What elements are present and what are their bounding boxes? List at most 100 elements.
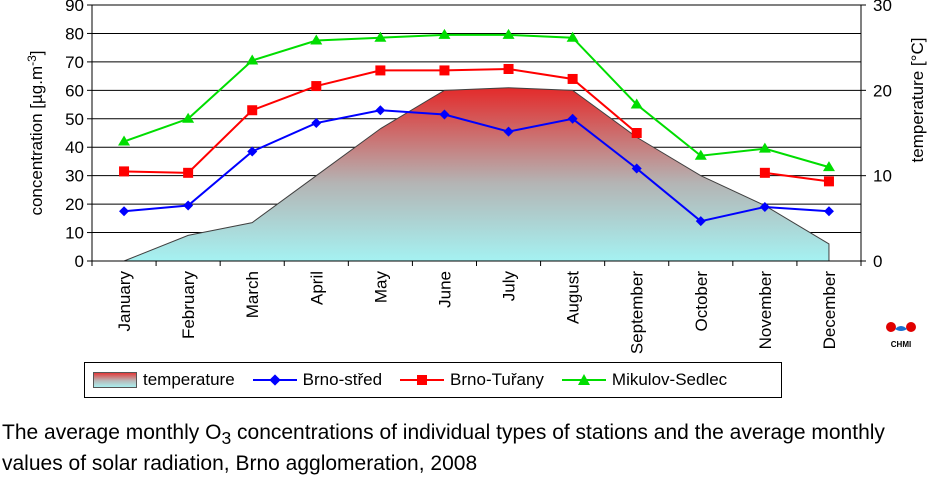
legend-item-temperature: temperature — [93, 370, 235, 390]
series-layer — [118, 28, 835, 227]
data-point — [247, 105, 258, 116]
data-point — [630, 98, 643, 109]
data-point — [439, 109, 450, 120]
legend-label-brno-stred: Brno-střed — [302, 370, 383, 389]
data-point — [567, 73, 578, 84]
data-point — [439, 65, 450, 76]
data-point — [694, 149, 707, 160]
data-point — [118, 135, 131, 146]
data-point — [503, 64, 514, 74]
x-tick-label: December — [820, 271, 839, 350]
data-point — [758, 142, 771, 153]
legend-label-brno-turany: Brno-Tuřany — [450, 370, 544, 389]
series-brno-tu-any — [119, 64, 834, 187]
legend-line-mikulov-sedlec — [561, 373, 606, 387]
x-tick-label: July — [500, 271, 519, 302]
data-point — [695, 216, 706, 227]
series-line — [123, 33, 830, 169]
data-point — [310, 34, 323, 45]
series-line — [123, 109, 830, 223]
data-point — [759, 167, 770, 178]
temperature-area-layer — [123, 87, 830, 262]
y-right-tick-label: 30 — [873, 0, 892, 15]
chmi-logo: CHMI — [886, 322, 916, 349]
series-brno-st-ed — [119, 105, 834, 227]
caption-text-post: concentrations of individual types of st… — [2, 421, 885, 476]
legend-item-brno-stred: Brno-střed — [252, 370, 383, 390]
y-right-tick-label: 20 — [873, 81, 892, 100]
y-left-tick-label: 10 — [65, 224, 84, 243]
y-left-tick-label: 50 — [65, 110, 84, 129]
x-tick-label: January — [115, 271, 134, 332]
data-point — [246, 54, 259, 65]
x-tick-label: May — [371, 271, 390, 304]
plot-frame — [87, 4, 866, 266]
x-tick-label: November — [756, 271, 775, 350]
y-left-tick-label: 60 — [65, 81, 84, 100]
logo-dot-left — [886, 322, 896, 332]
data-point — [247, 146, 258, 157]
x-tick-label: September — [628, 271, 647, 354]
logo-dot-right — [906, 322, 916, 332]
y-axis-right-title: temperature [°C] — [908, 38, 927, 163]
y-right-tick-label: 10 — [873, 167, 892, 186]
x-tick-label: June — [435, 271, 454, 308]
chart: 0 10 20 30 40 50 60 70 80 90 0 10 20 30 January Februar… — [25, 0, 927, 354]
x-tick-label: October — [692, 271, 711, 332]
data-point — [119, 206, 130, 217]
data-point — [183, 167, 194, 178]
data-point — [822, 161, 835, 172]
legend-label-temperature: temperature — [143, 370, 235, 389]
x-tick-label: August — [564, 271, 583, 324]
data-point — [311, 118, 322, 129]
figure-caption: The average monthly O3 concentrations of… — [2, 420, 947, 476]
y-axis-left-title-sup: -3 — [25, 55, 39, 66]
x-tick-label: February — [179, 271, 198, 340]
y-axis-left-title: concentration [µg.m-3] — [25, 50, 46, 215]
triangle-marker-icon — [577, 374, 590, 385]
data-point — [438, 28, 451, 39]
x-tick-label: March — [243, 271, 262, 318]
square-marker-icon — [417, 375, 428, 385]
data-point — [566, 31, 579, 42]
temperature-area — [123, 87, 830, 262]
logo-wave — [895, 326, 907, 331]
legend-line-brno-turany — [400, 373, 445, 387]
logo-text: CHMI — [891, 340, 911, 349]
data-point — [375, 65, 386, 76]
series-line — [764, 171, 830, 183]
series-mikulov-sedlec — [118, 28, 835, 172]
data-point — [374, 31, 387, 42]
data-point — [502, 28, 515, 39]
y-left-tick-label: 30 — [65, 167, 84, 186]
legend-swatch-temperature — [93, 372, 137, 388]
y-left-tick-label: 70 — [65, 53, 84, 72]
data-point — [631, 163, 642, 174]
axes-labels: 0 10 20 30 40 50 60 70 80 90 0 10 20 30 January Februar… — [65, 0, 892, 354]
y-right-tick-label: 0 — [873, 252, 882, 271]
y-left-tick-label: 80 — [65, 24, 84, 43]
y-left-tick-label: 20 — [65, 195, 84, 214]
data-point — [823, 206, 834, 217]
data-point — [503, 126, 514, 137]
y-left-tick-label: 40 — [65, 138, 84, 157]
data-point — [182, 112, 195, 123]
data-point — [311, 81, 322, 92]
data-point — [631, 128, 642, 138]
legend: temperature Brno-střed Brno-Tuřany Mikul… — [84, 362, 782, 398]
caption-text-pre: The average monthly O — [2, 421, 222, 444]
x-tick-label: April — [307, 271, 326, 305]
data-point — [375, 105, 386, 116]
y-axis-left-title-text: concentration [µg.m — [27, 66, 46, 216]
data-point — [119, 166, 130, 177]
legend-item-mikulov-sedlec: Mikulov-Sedlec — [561, 370, 728, 390]
data-point — [183, 200, 194, 211]
diamond-marker-icon — [269, 374, 281, 386]
data-point — [823, 176, 834, 187]
legend-label-mikulov-sedlec: Mikulov-Sedlec — [611, 370, 728, 389]
legend-item-brno-turany: Brno-Tuřany — [400, 370, 544, 390]
caption-subscript: 3 — [221, 428, 232, 449]
data-point — [759, 201, 770, 212]
y-left-tick-label: 0 — [75, 252, 84, 271]
legend-line-brno-stred — [252, 373, 297, 387]
